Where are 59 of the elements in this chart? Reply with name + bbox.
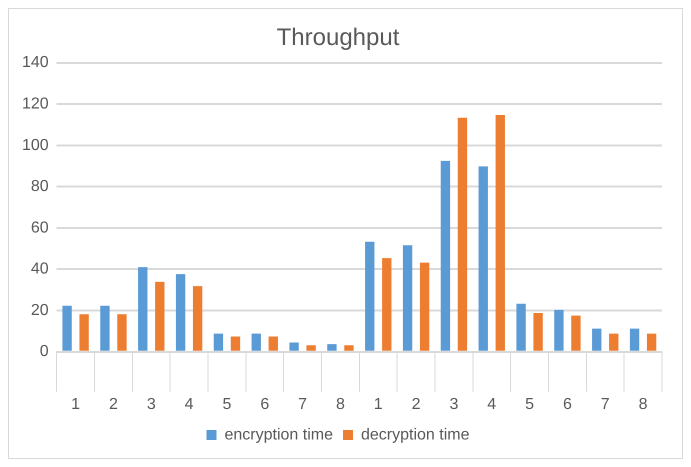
bar [289, 342, 299, 351]
bar [117, 314, 127, 351]
y-tick-label: 100 [22, 136, 49, 154]
x-tick-label: 4 [487, 396, 496, 413]
bar [100, 306, 110, 351]
bar [192, 286, 202, 351]
bar [554, 310, 564, 351]
x-tick-label: 5 [525, 396, 534, 413]
bar [478, 166, 488, 351]
bar [516, 304, 526, 351]
bar [533, 312, 543, 351]
x-tick-label: 1 [374, 396, 383, 413]
x-tick-label: 8 [336, 396, 345, 413]
x-tick-label: 2 [412, 396, 421, 413]
x-tick-label: 6 [260, 396, 270, 413]
x-tick-label: 6 [562, 396, 572, 413]
bar [592, 328, 602, 351]
bar [252, 334, 261, 351]
x-tick-label: 5 [222, 396, 232, 413]
bar [79, 314, 89, 351]
x-tick-label: 7 [600, 396, 610, 413]
legend-label: decryption time [361, 426, 470, 444]
bar [214, 334, 224, 351]
bar [402, 245, 412, 351]
x-tick-label: 3 [146, 396, 156, 413]
bar [571, 316, 581, 351]
x-tick-label: 3 [449, 396, 458, 413]
bar [155, 282, 164, 351]
bar [327, 344, 337, 351]
bar [230, 336, 240, 351]
bar [176, 274, 186, 351]
bar [458, 118, 468, 351]
bar [440, 160, 450, 351]
x-tick-label: 1 [71, 396, 80, 413]
y-tick-label: 120 [22, 95, 49, 112]
bar [382, 258, 392, 351]
bar [344, 345, 354, 351]
bar [496, 115, 505, 351]
bar [365, 242, 374, 351]
y-tick-label: 80 [30, 178, 49, 196]
y-tick-label: 60 [30, 219, 49, 236]
bar [268, 336, 278, 351]
y-tick-label: 20 [30, 302, 49, 319]
bar [306, 345, 316, 351]
bar [420, 262, 430, 351]
chart-title: Throughput [276, 24, 400, 52]
legend-label: encryption time [224, 426, 334, 444]
bar [62, 306, 72, 351]
bar [609, 334, 618, 351]
x-tick-label: 2 [108, 396, 118, 413]
x-tick-label: 8 [638, 396, 648, 413]
y-tick-label: 40 [30, 260, 49, 278]
y-tick-label: 0 [40, 343, 49, 360]
y-tick-label: 140 [22, 54, 49, 72]
bar [646, 334, 656, 351]
bar [630, 328, 640, 351]
bar [138, 267, 148, 351]
x-tick-label: 7 [298, 396, 308, 413]
x-tick-label: 4 [184, 396, 194, 413]
